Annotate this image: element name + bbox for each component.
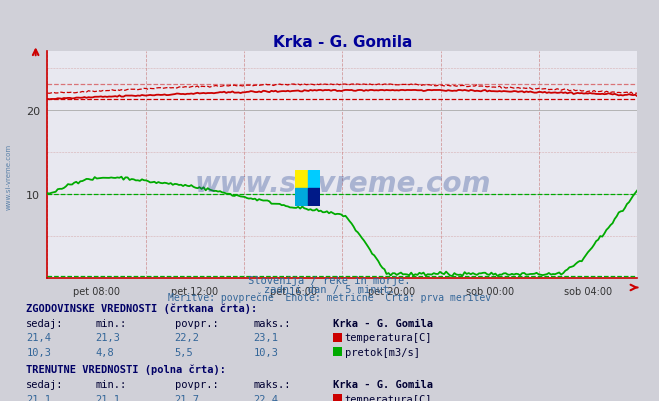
Text: povpr.:: povpr.: bbox=[175, 318, 218, 328]
Text: 21,4: 21,4 bbox=[26, 332, 51, 342]
Text: 21,7: 21,7 bbox=[175, 394, 200, 401]
Text: 23,1: 23,1 bbox=[254, 332, 279, 342]
Text: 21,1: 21,1 bbox=[96, 394, 121, 401]
Text: povpr.:: povpr.: bbox=[175, 379, 218, 389]
Text: 21,1: 21,1 bbox=[26, 394, 51, 401]
Text: maks.:: maks.: bbox=[254, 379, 291, 389]
Text: Krka - G. Gomila: Krka - G. Gomila bbox=[333, 379, 433, 389]
Text: 22,4: 22,4 bbox=[254, 394, 279, 401]
Bar bbox=[308, 170, 320, 188]
Text: ZGODOVINSKE VREDNOSTI (črtkana črta):: ZGODOVINSKE VREDNOSTI (črtkana črta): bbox=[26, 302, 258, 313]
Text: pretok[m3/s]: pretok[m3/s] bbox=[345, 347, 420, 357]
Text: TRENUTNE VREDNOSTI (polna črta):: TRENUTNE VREDNOSTI (polna črta): bbox=[26, 364, 226, 374]
Text: 5,5: 5,5 bbox=[175, 347, 193, 357]
Text: 10,3: 10,3 bbox=[26, 347, 51, 357]
Text: 4,8: 4,8 bbox=[96, 347, 114, 357]
Title: Krka - G. Gomila: Krka - G. Gomila bbox=[273, 34, 412, 50]
Text: 21,3: 21,3 bbox=[96, 332, 121, 342]
Text: Krka - G. Gomila: Krka - G. Gomila bbox=[333, 318, 433, 328]
Text: sedaj:: sedaj: bbox=[26, 318, 64, 328]
Text: temperatura[C]: temperatura[C] bbox=[345, 332, 432, 342]
Text: min.:: min.: bbox=[96, 379, 127, 389]
Text: Meritve: povprečne  Enote: metrične  Črta: prva meritev: Meritve: povprečne Enote: metrične Črta:… bbox=[168, 290, 491, 302]
Text: min.:: min.: bbox=[96, 318, 127, 328]
Text: sedaj:: sedaj: bbox=[26, 379, 64, 389]
Text: 22,2: 22,2 bbox=[175, 332, 200, 342]
Text: temperatura[C]: temperatura[C] bbox=[345, 394, 432, 401]
Text: zadnji dan / 5 minut.: zadnji dan / 5 minut. bbox=[264, 284, 395, 294]
Text: maks.:: maks.: bbox=[254, 318, 291, 328]
Text: www.si-vreme.com: www.si-vreme.com bbox=[194, 170, 490, 198]
Text: www.si-vreme.com: www.si-vreme.com bbox=[5, 144, 12, 209]
Text: 10,3: 10,3 bbox=[254, 347, 279, 357]
Text: Slovenija / reke in morje.: Slovenija / reke in morje. bbox=[248, 275, 411, 286]
Bar bbox=[295, 170, 308, 188]
Bar bbox=[308, 188, 320, 207]
Bar bbox=[295, 188, 308, 207]
